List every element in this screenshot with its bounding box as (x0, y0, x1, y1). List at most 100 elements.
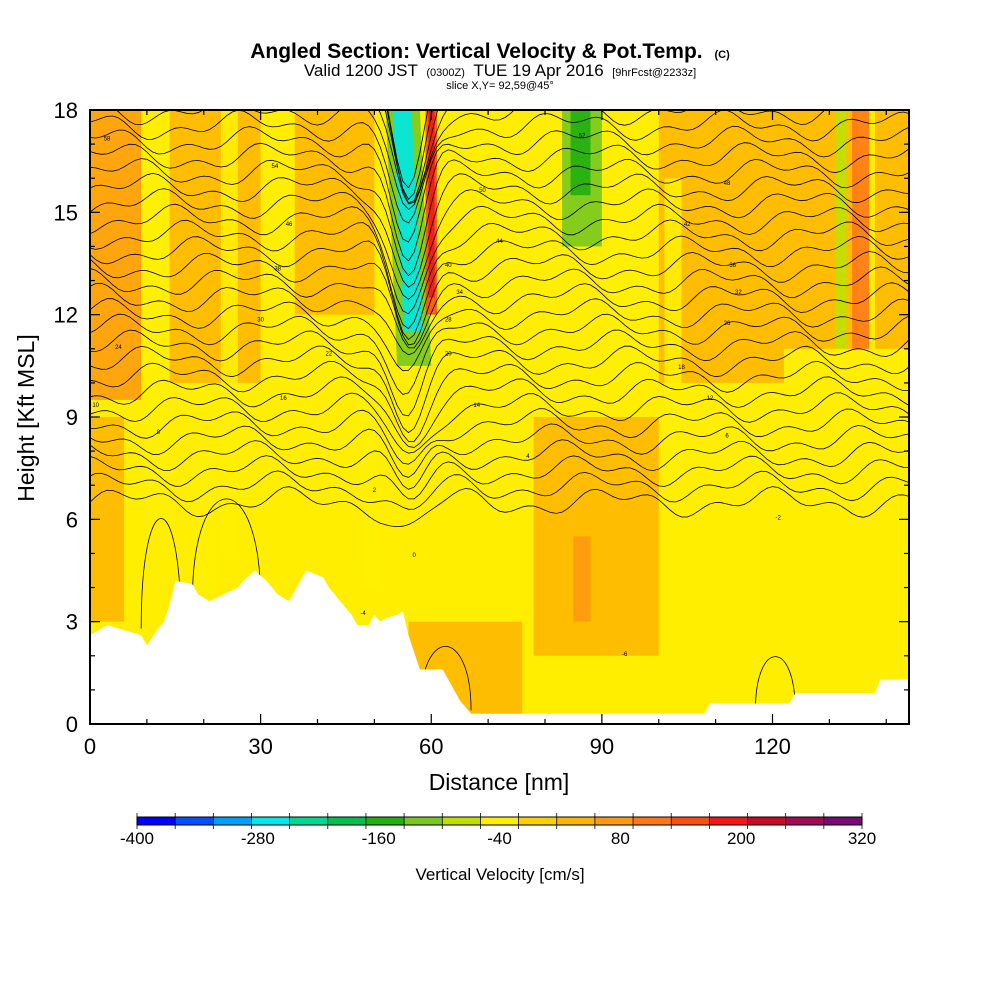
isentrope-line (90, 282, 909, 356)
colorbar-swatch (327, 817, 366, 825)
x-tick-label: 120 (754, 734, 791, 759)
isentrope-line (90, 455, 909, 500)
isentrope-line (90, 329, 909, 417)
isentrope-label: 28 (445, 317, 452, 323)
isentrope-label: -2 (776, 515, 782, 521)
field-plume (664, 178, 682, 486)
isentrope-line (90, 408, 909, 465)
x-tick-label: 0 (84, 734, 96, 759)
isentrope-label: 54 (272, 164, 279, 170)
isentrope-line (755, 656, 796, 711)
isentrope-label: 32 (735, 290, 742, 296)
isentrope-label: 6 (725, 433, 729, 439)
isentrope-label: 18 (678, 365, 685, 371)
isentrope-label: 4 (526, 454, 530, 460)
colorbar-swatch (251, 817, 290, 825)
isentrope-label: -6 (622, 652, 628, 658)
field-cell (90, 110, 142, 400)
colorbar-swatch (594, 817, 634, 825)
field-plume (573, 536, 591, 622)
colorbar-swatch (175, 817, 214, 825)
valid-label: Valid 1200 JST (304, 61, 418, 80)
y-tick-label: 18 (54, 98, 78, 123)
y-tick-label: 12 (54, 303, 78, 328)
isentrope-label: 48 (724, 181, 731, 187)
isentrope-line (140, 518, 182, 629)
colorbar-swatch (442, 817, 481, 825)
y-tick-label: 6 (66, 507, 78, 532)
isentrope-label: 52 (579, 133, 586, 139)
isentrope-label: 40 (445, 263, 452, 269)
field-plume (607, 178, 642, 383)
colorbar-label: 200 (727, 829, 755, 848)
colorbar-label: -400 (120, 829, 154, 848)
isentrope-lines (90, 110, 909, 711)
field-plume (570, 110, 591, 196)
isentrope-label: 42 (684, 222, 691, 228)
field-cell (294, 110, 375, 315)
isentrope-label: 34 (456, 290, 463, 296)
colorbar-swatch (633, 817, 672, 825)
chart-valid-line: Valid 1200 JST (0300Z) TUE 19 Apr 2016 [… (304, 61, 696, 80)
colorbar-labels: -400 -280 -160 -40 80 200 320 (120, 829, 876, 848)
y-tick-label: 3 (66, 610, 78, 635)
isentrope-line (90, 423, 909, 478)
colorbar-label: -160 (362, 829, 396, 848)
isentrope-label: 10 (92, 403, 99, 409)
field-plume (357, 382, 381, 588)
y-tick-label: 0 (66, 712, 78, 737)
isentrope-line (90, 142, 909, 262)
field-plume (852, 110, 870, 349)
isentrope-line (90, 188, 909, 300)
colorbar-label: -40 (487, 829, 512, 848)
slice-info: slice X,Y= 92,59@45° (446, 80, 554, 92)
field-cell (533, 417, 659, 656)
colorbar-swatch (785, 817, 824, 825)
colorbar-swatch (137, 817, 176, 825)
x-axis-title: Distance [nm] (429, 769, 570, 795)
valid-utc: (0300Z) (426, 67, 465, 79)
isentrope-line (90, 172, 909, 288)
field-plume (141, 144, 170, 520)
colorbar-swatch (671, 817, 710, 825)
isentrope-label: 36 (729, 263, 736, 269)
isentrope-label: 44 (496, 239, 503, 245)
valid-date: TUE 19 Apr 2016 (473, 61, 603, 80)
field-plume (220, 110, 238, 554)
colorbar-swatch (556, 817, 595, 825)
colorbar-title: Vertical Velocity [cm/s] (415, 865, 584, 884)
isentrope-line (90, 360, 909, 442)
isentrope-label: 8 (157, 430, 161, 436)
isentrope-line (90, 158, 909, 277)
isentrope-line (90, 110, 909, 224)
isentrope-line (90, 345, 909, 434)
colorbar-swatch (289, 817, 328, 825)
isentrope-line (90, 235, 909, 341)
isentrope-line (90, 219, 909, 330)
isentrope-line (90, 298, 909, 372)
isentrope-line (90, 392, 909, 454)
isentrope-line (90, 313, 909, 395)
isentrope-line (90, 486, 909, 528)
colorbar (136, 813, 863, 829)
colorbar-label: -280 (241, 829, 275, 848)
x-tick-label: 60 (419, 734, 443, 759)
field-plume (392, 110, 423, 332)
y-tick-label: 15 (54, 200, 78, 225)
isentrope-label: 46 (286, 222, 293, 228)
colorbar-swatch (404, 817, 443, 825)
colorbar-swatch (518, 817, 557, 825)
chart-title-main: Angled Section: Vertical Velocity & Pot.… (250, 40, 702, 63)
y-tick-label: 9 (66, 405, 78, 430)
y-axis-title: Height [Kft MSL] (13, 334, 39, 501)
x-tick-label: 90 (590, 734, 614, 759)
isentrope-line (90, 125, 909, 243)
colorbar-swatch (480, 817, 519, 825)
isentrope-label: 24 (115, 345, 122, 351)
isentrope-label: 16 (280, 396, 287, 402)
colorbar-swatch (365, 817, 405, 825)
